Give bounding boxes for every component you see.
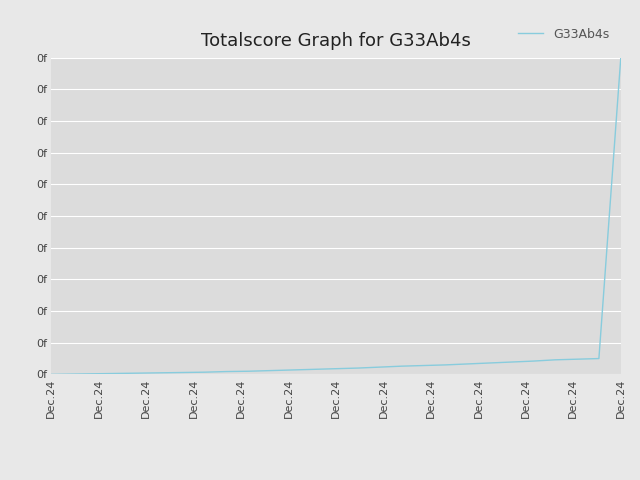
G33Ab4s: [266, 368, 274, 373]
G33Ab4s: [398, 363, 406, 369]
G33Ab4s: [573, 356, 581, 362]
G33Ab4s: [157, 370, 164, 376]
G33Ab4s: [617, 55, 625, 60]
G33Ab4s: [354, 365, 362, 371]
G33Ab4s: [244, 368, 252, 374]
G33Ab4s: [463, 361, 471, 367]
G33Ab4s: [551, 357, 559, 363]
G33Ab4s: [201, 369, 209, 375]
G33Ab4s: [508, 359, 515, 365]
Legend: G33Ab4s: G33Ab4s: [513, 23, 614, 46]
G33Ab4s: [135, 370, 143, 376]
G33Ab4s: [595, 356, 603, 361]
G33Ab4s: [113, 371, 121, 376]
Line: G33Ab4s: G33Ab4s: [51, 58, 621, 374]
G33Ab4s: [179, 370, 186, 375]
G33Ab4s: [529, 358, 537, 364]
G33Ab4s: [442, 362, 449, 368]
G33Ab4s: [47, 372, 55, 377]
G33Ab4s: [223, 369, 230, 374]
G33Ab4s: [420, 363, 428, 369]
G33Ab4s: [332, 366, 340, 372]
G33Ab4s: [310, 366, 318, 372]
G33Ab4s: [486, 360, 493, 366]
Title: Totalscore Graph for G33Ab4s: Totalscore Graph for G33Ab4s: [201, 33, 471, 50]
G33Ab4s: [69, 371, 77, 377]
G33Ab4s: [91, 371, 99, 377]
G33Ab4s: [376, 364, 383, 370]
G33Ab4s: [289, 367, 296, 373]
